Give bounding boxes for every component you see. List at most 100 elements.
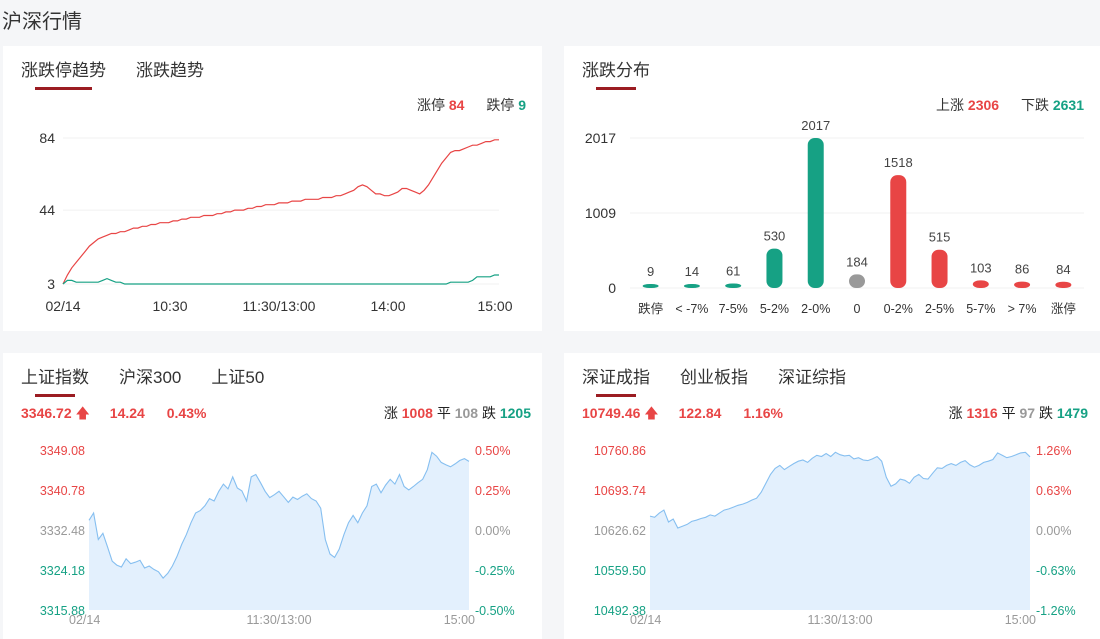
x-tick-label: 15:00: [444, 613, 475, 627]
y-tick-label: 1009: [585, 205, 616, 221]
bar: [725, 283, 742, 288]
tab-chinext[interactable]: 创业板指: [680, 368, 748, 387]
tab-change-trend[interactable]: 涨跌趋势: [136, 61, 204, 80]
bar-value-label: 103: [970, 260, 992, 275]
limit-up-series-line: [62, 139, 499, 285]
y-tick-label: 10760.86: [594, 444, 646, 458]
y-tick-label: 84: [39, 130, 55, 146]
bar: [890, 175, 907, 288]
x-tick-label: 0: [854, 302, 861, 316]
pct-tick-label: 1.26%: [1036, 444, 1071, 458]
sh-up-count: 1008: [401, 405, 433, 421]
fall-label: 下跌: [1020, 97, 1049, 113]
pct-tick-label: -0.25%: [475, 564, 515, 578]
y-tick-label: 3324.18: [40, 564, 85, 578]
bar-value-label: 515: [929, 230, 951, 245]
sz-flat-count: 97: [1019, 405, 1036, 421]
y-tick-label: 3: [47, 276, 55, 292]
bar: [931, 249, 948, 288]
sz-index-chart: 10760.86 1.26% 10693.74 0.63% 10626.62 0.00% 1…: [594, 444, 1076, 627]
x-tick-label: 02/14: [630, 613, 661, 627]
sz-change: 122.84: [678, 405, 722, 421]
fall-count: 2631: [1052, 97, 1084, 113]
y-tick-label: 10626.62: [594, 524, 646, 538]
sz-index-tabs: 深证成指 创业板指 深证综指: [582, 363, 846, 397]
pct-tick-label: 0.25%: [475, 484, 510, 498]
pct-tick-label: 0.00%: [475, 524, 510, 538]
y-tick-label: 3340.78: [40, 484, 85, 498]
sh-pct: 0.43%: [166, 405, 207, 421]
distribution-panel: 涨跌分布 上涨 2306 下跌 2631 2017 1009 0 9 跌停 14 < -7%…: [564, 46, 1100, 331]
bar-value-label: 86: [1015, 262, 1029, 277]
bar-value-label: 9: [647, 264, 654, 279]
index-area-fill: [650, 452, 1030, 610]
index-series-line: [88, 451, 470, 579]
tab-sh-composite[interactable]: 上证指数: [21, 363, 89, 397]
tab-csi300[interactable]: 沪深300: [119, 368, 182, 387]
sz-breadth: 涨 1316 平 97 跌 1479: [949, 403, 1088, 423]
index-area-fill: [89, 452, 469, 610]
y-tick-label: 0: [608, 280, 616, 296]
y-tick-label: 10492.38: [594, 604, 646, 618]
x-tick-label: 0-2%: [884, 302, 913, 316]
pct-tick-label: -1.26%: [1036, 604, 1076, 618]
pct-tick-label: -0.63%: [1036, 564, 1076, 578]
y-tick-label: 10559.50: [594, 564, 646, 578]
x-tick-label: 02/14: [69, 613, 100, 627]
x-tick-label: 11:30/13:00: [807, 613, 872, 627]
y-tick-label: 3315.88: [40, 604, 85, 618]
x-tick-label: > 7%: [1008, 302, 1037, 316]
sz-index-panel: 深证成指 创业板指 深证综指 10749.46 🡅 122.84 1.16% 涨…: [564, 353, 1100, 639]
bar: [972, 280, 989, 288]
y-tick-label: 10693.74: [594, 484, 646, 498]
distribution-tabs: 涨跌分布: [582, 56, 650, 90]
bar: [849, 274, 865, 288]
sz-pct: 1.16%: [743, 405, 784, 421]
sz-flat-label: 平: [1001, 405, 1016, 421]
x-tick-label: 15:00: [477, 298, 512, 314]
sz-down-count: 1479: [1056, 405, 1088, 421]
rise-label: 上涨: [936, 97, 965, 113]
page-title: 沪深行情: [2, 11, 82, 33]
bar-value-label: 1518: [884, 155, 913, 170]
pct-tick-label: -0.50%: [475, 604, 515, 618]
x-tick-label: 跌停: [638, 301, 663, 316]
bar-value-label: 2017: [801, 118, 830, 133]
limit-trend-chart: 84 44 3 02/14 10:30 11:30/13:00 14:00 15:00: [39, 130, 512, 314]
x-tick-label: 11:30/13:00: [243, 298, 316, 314]
y-tick-label: 3349.08: [40, 444, 85, 458]
limit-down-value: 9: [518, 97, 526, 113]
limit-down-series-line: [62, 274, 499, 285]
rise-count: 2306: [967, 97, 1000, 113]
bar: [807, 138, 824, 288]
x-tick-label: 5-7%: [966, 302, 995, 316]
tab-sz-component[interactable]: 深证成指: [582, 363, 650, 397]
sh-flat-label: 平: [436, 405, 451, 421]
limit-trend-legend: 涨停 84 跌停 9: [417, 95, 526, 115]
tab-sz-composite[interactable]: 深证综指: [778, 368, 846, 387]
x-tick-label: 02/14: [45, 298, 80, 314]
bar-value-label: 84: [1056, 262, 1070, 277]
bar: [1055, 281, 1072, 288]
sh-index-tabs: 上证指数 沪深300 上证50: [21, 363, 265, 397]
tab-sse50[interactable]: 上证50: [211, 368, 265, 387]
x-tick-label: 2-5%: [925, 302, 954, 316]
limit-trend-panel: 涨跌停趋势 涨跌趋势 涨停 84 跌停 9 84 44 3 02/14 10:30 11:…: [3, 46, 542, 331]
sz-up-label: 涨: [948, 405, 963, 421]
limit-down-label: 跌停: [486, 97, 515, 113]
sh-index-panel: 上证指数 沪深300 上证50 3346.72 🡅 14.24 0.43% 涨 …: [3, 353, 542, 639]
x-tick-label: 5-2%: [760, 302, 789, 316]
limit-trend-tabs: 涨跌停趋势 涨跌趋势: [21, 56, 204, 90]
y-tick-label: 44: [39, 202, 55, 218]
sz-up-count: 1316: [966, 405, 998, 421]
limit-up-label: 涨停: [416, 97, 445, 113]
x-tick-label: 2-0%: [801, 302, 830, 316]
sh-index-quote: 3346.72 🡅 14.24 0.43% 涨 1008 平 108 跌 120…: [21, 403, 531, 427]
tab-limit-trend[interactable]: 涨跌停趋势: [21, 56, 106, 90]
sz-index-quote: 10749.46 🡅 122.84 1.16% 涨 1316 平 97 跌 14…: [582, 403, 1088, 427]
index-series-line: [649, 451, 1031, 529]
bar-value-label: 184: [846, 254, 868, 269]
tab-distribution[interactable]: 涨跌分布: [582, 56, 650, 90]
bar: [766, 248, 783, 288]
arrow-up-icon: 🡅: [644, 405, 659, 421]
